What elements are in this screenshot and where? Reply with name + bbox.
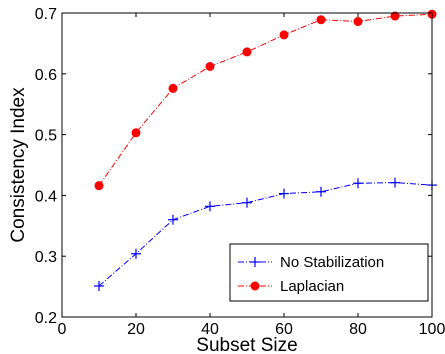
legend-box (229, 243, 429, 302)
y-tick-label: 0.7 (35, 6, 57, 23)
x-tick-label: 80 (349, 321, 367, 338)
y-tick-label: 0.3 (35, 249, 57, 266)
data-point (131, 128, 141, 138)
data-point (168, 214, 178, 225)
x-tick-label: 20 (127, 321, 145, 338)
series-1 (94, 9, 437, 191)
data-point (316, 15, 326, 25)
data-point (353, 17, 363, 27)
data-point (205, 201, 215, 212)
data-point (242, 47, 252, 57)
legend-swatch-marker (250, 257, 260, 267)
plot-frame (61, 12, 433, 318)
data-point (168, 83, 178, 93)
tick-labels: 0 20 40 60 80 100 0.2 0.3 0.4 0.5 0.6 0.7 (35, 6, 445, 338)
legend: No Stabilization Laplacian (229, 243, 429, 302)
series-line (98, 13, 433, 186)
axes (61, 12, 433, 318)
series-line (98, 182, 433, 287)
data-point (279, 188, 289, 199)
x-tick-label: 60 (275, 321, 293, 338)
x-tick-label: 100 (419, 321, 445, 338)
y-tick-label: 0.6 (35, 67, 57, 84)
data-point (279, 30, 289, 40)
data-point (94, 181, 104, 191)
data-point (316, 186, 326, 197)
data-point (390, 177, 400, 188)
data-point (390, 11, 400, 21)
y-tick-label: 0.5 (35, 128, 57, 145)
x-axis-label: Subset Size (196, 335, 297, 354)
legend-label: No Stabilization (280, 254, 384, 271)
y-tick-label: 0.2 (35, 310, 57, 327)
data-point (131, 248, 141, 259)
x-tick-label: 0 (58, 321, 67, 338)
data-point (353, 178, 363, 189)
data-point (205, 62, 215, 72)
data-point (242, 197, 252, 208)
y-tick-label: 0.4 (35, 188, 57, 205)
y-axis-label: Consistency Index (8, 87, 29, 243)
legend-swatch-marker (250, 281, 260, 291)
series-layer (94, 9, 437, 291)
x-tick-label: 40 (201, 321, 219, 338)
data-point (94, 280, 104, 291)
legend-item: Laplacian (238, 278, 344, 295)
legend-label: Laplacian (280, 278, 344, 295)
series-0 (94, 177, 437, 291)
legend-item: No Stabilization (238, 254, 384, 271)
